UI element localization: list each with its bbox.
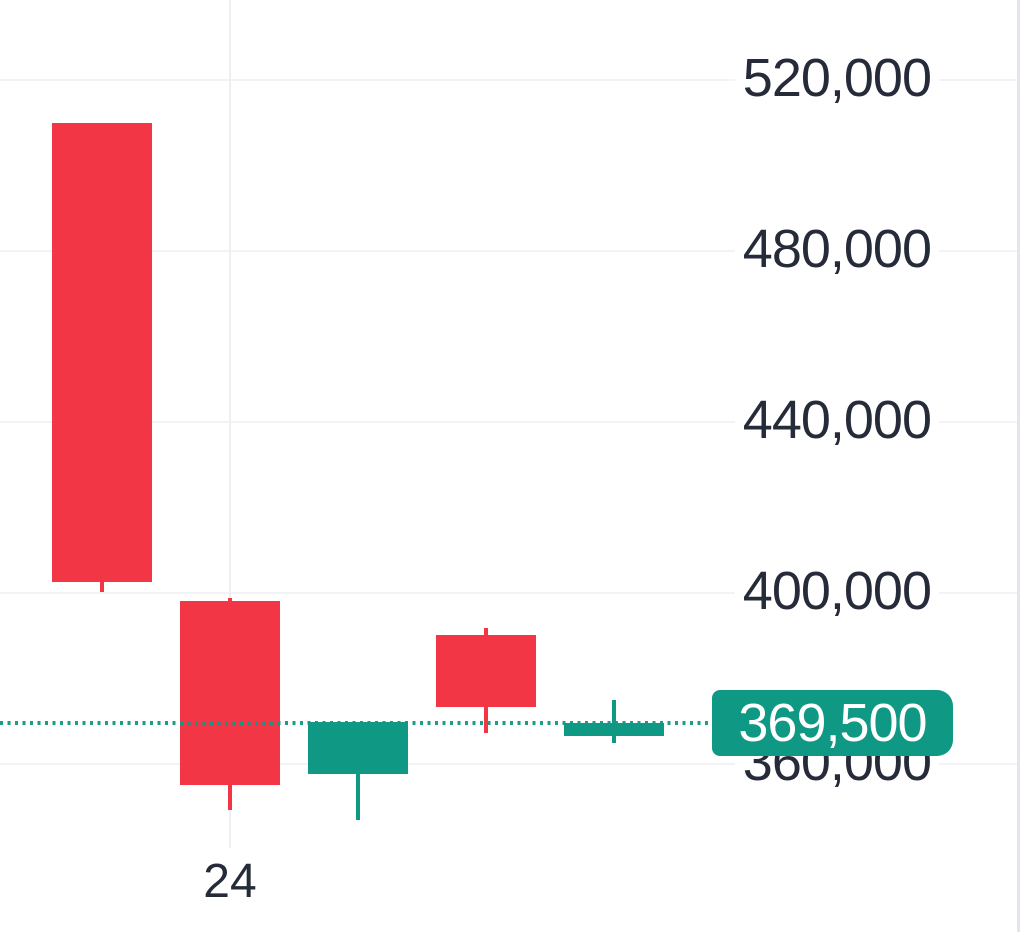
y-axis-tick-label: 400,000 [734,561,939,621]
candle-body [52,122,152,583]
price-axis-border [1017,0,1020,932]
candle-body [436,634,536,708]
h-gridline [0,592,1017,594]
current-price-tag: 369,500 [712,690,953,757]
h-gridline [0,79,1017,81]
y-axis-tick-label: 480,000 [734,219,939,279]
h-gridline [0,250,1017,252]
current-price-line [0,721,712,726]
y-axis-tick-label: 520,000 [734,48,939,108]
v-gridline [229,0,231,848]
candle-body [308,722,408,774]
candle-body [564,723,664,737]
y-axis-tick-label: 440,000 [734,390,939,450]
h-gridline [0,421,1017,423]
x-axis-label: 24 [203,855,257,908]
h-gridline [0,763,1017,765]
candle-body [180,601,280,785]
